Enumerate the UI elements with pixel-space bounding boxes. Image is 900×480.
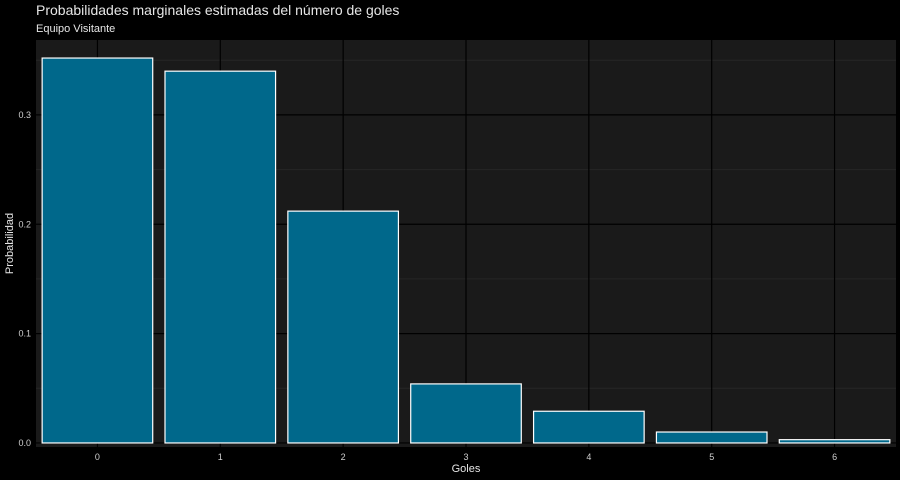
bar-3	[410, 383, 522, 444]
bar-5	[655, 431, 768, 444]
x-tick-label: 6	[832, 452, 837, 462]
y-tick-label: 0.1	[18, 329, 31, 339]
bar-1	[164, 70, 277, 444]
y-axis-ticks: 0.0 0.1 0.2 0.3	[18, 110, 31, 448]
x-tick-label: 1	[218, 452, 223, 462]
bar-2	[287, 210, 400, 444]
chart-title: Probabilidades marginales estimadas del …	[36, 2, 399, 18]
x-axis-ticks: 0 1 2 3 4 5 6	[95, 452, 837, 462]
y-tick-label: 0.3	[18, 110, 31, 120]
x-tick-label: 2	[341, 452, 346, 462]
x-tick-label: 5	[709, 452, 714, 462]
bar-6	[778, 439, 891, 444]
bars	[41, 57, 891, 444]
bar-0	[41, 57, 154, 444]
bar-4	[532, 410, 645, 444]
y-axis-title: Probabilidad	[4, 213, 16, 274]
y-tick-label: 0.2	[18, 219, 31, 229]
x-tick-label: 0	[95, 452, 100, 462]
x-axis-title: Goles	[452, 463, 481, 475]
y-tick-label: 0.0	[18, 438, 31, 448]
x-tick-label: 3	[463, 452, 468, 462]
chart-subtitle: Equipo Visitante	[36, 23, 115, 35]
x-tick-label: 4	[586, 452, 591, 462]
